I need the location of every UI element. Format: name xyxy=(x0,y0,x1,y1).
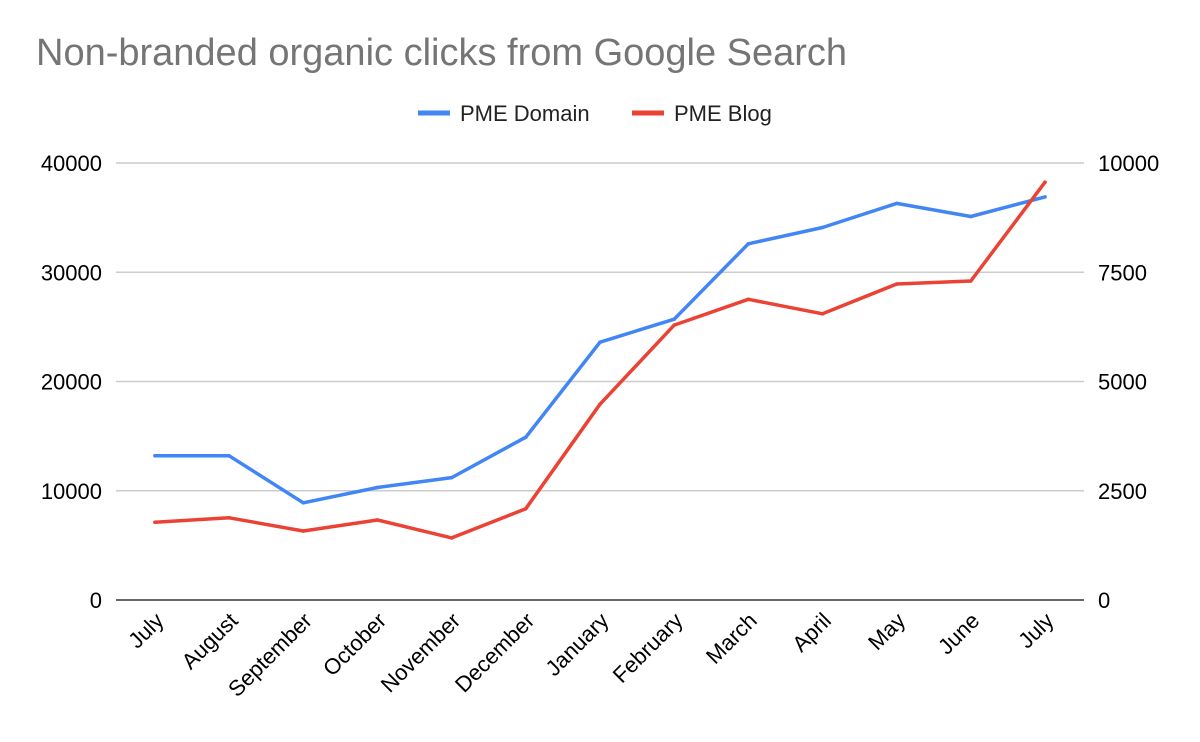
y-left-tick-label: 30000 xyxy=(41,260,102,285)
data-point xyxy=(820,311,825,316)
axes: 0 10000 20000 30000 40000 0 2500 5000 7500 10000 J… xyxy=(41,151,1159,702)
data-point xyxy=(153,520,157,525)
data-point xyxy=(746,297,751,302)
legend: PME Domain PME Blog xyxy=(418,101,772,126)
data-point xyxy=(672,323,676,327)
y-right-tick-label: 7500 xyxy=(1098,260,1147,285)
series-line-pme-domain xyxy=(153,195,1047,505)
y-right-tick-label: 10000 xyxy=(1098,151,1159,176)
x-tick-label: January xyxy=(541,608,614,681)
gridlines xyxy=(116,162,1084,492)
data-point xyxy=(227,453,231,458)
x-tick-label: February xyxy=(608,608,688,688)
data-point xyxy=(524,435,528,440)
data-point xyxy=(153,453,157,458)
data-point xyxy=(969,214,973,219)
data-point xyxy=(301,529,306,533)
data-point xyxy=(449,475,454,480)
legend-label: PME Domain xyxy=(460,101,590,126)
x-tick-label: July xyxy=(1013,608,1058,653)
x-tick-label: March xyxy=(701,608,762,669)
data-point xyxy=(1043,195,1047,199)
data-point xyxy=(598,340,602,344)
data-point xyxy=(969,279,973,283)
data-point xyxy=(375,518,380,522)
y-right-tick-label: 2500 xyxy=(1098,479,1147,504)
data-point xyxy=(894,282,899,286)
data-point xyxy=(820,225,825,230)
y-right-tick-label: 0 xyxy=(1098,588,1110,613)
data-point xyxy=(449,536,454,540)
data-point xyxy=(227,516,231,520)
x-tick-label: July xyxy=(123,608,168,653)
x-tick-label: August xyxy=(177,608,243,674)
x-tick-label: April xyxy=(787,608,836,657)
y-left-tick-label: 40000 xyxy=(41,151,102,176)
series-line-pme-blog xyxy=(153,180,1047,540)
legend-label: PME Blog xyxy=(674,101,772,126)
x-tick-label: November xyxy=(376,608,465,697)
data-point xyxy=(598,402,602,407)
data-point xyxy=(1043,180,1047,185)
y-left-tick-label: 0 xyxy=(90,588,102,613)
x-tick-label: June xyxy=(933,608,984,659)
chart-title: Non-branded organic clicks from Google S… xyxy=(36,32,848,74)
data-point xyxy=(524,506,528,511)
x-tick-label: May xyxy=(863,608,910,655)
data-point xyxy=(746,242,751,246)
data-point xyxy=(894,201,899,206)
y-left-tick-label: 10000 xyxy=(41,479,102,504)
x-tick-label: December xyxy=(450,608,539,697)
data-point xyxy=(672,317,676,322)
y-left-tick-label: 20000 xyxy=(41,370,102,395)
data-point xyxy=(301,500,306,505)
y-right-tick-label: 5000 xyxy=(1098,370,1147,395)
data-point xyxy=(375,485,380,490)
series-lines xyxy=(153,180,1047,540)
x-tick-label: October xyxy=(318,608,391,681)
